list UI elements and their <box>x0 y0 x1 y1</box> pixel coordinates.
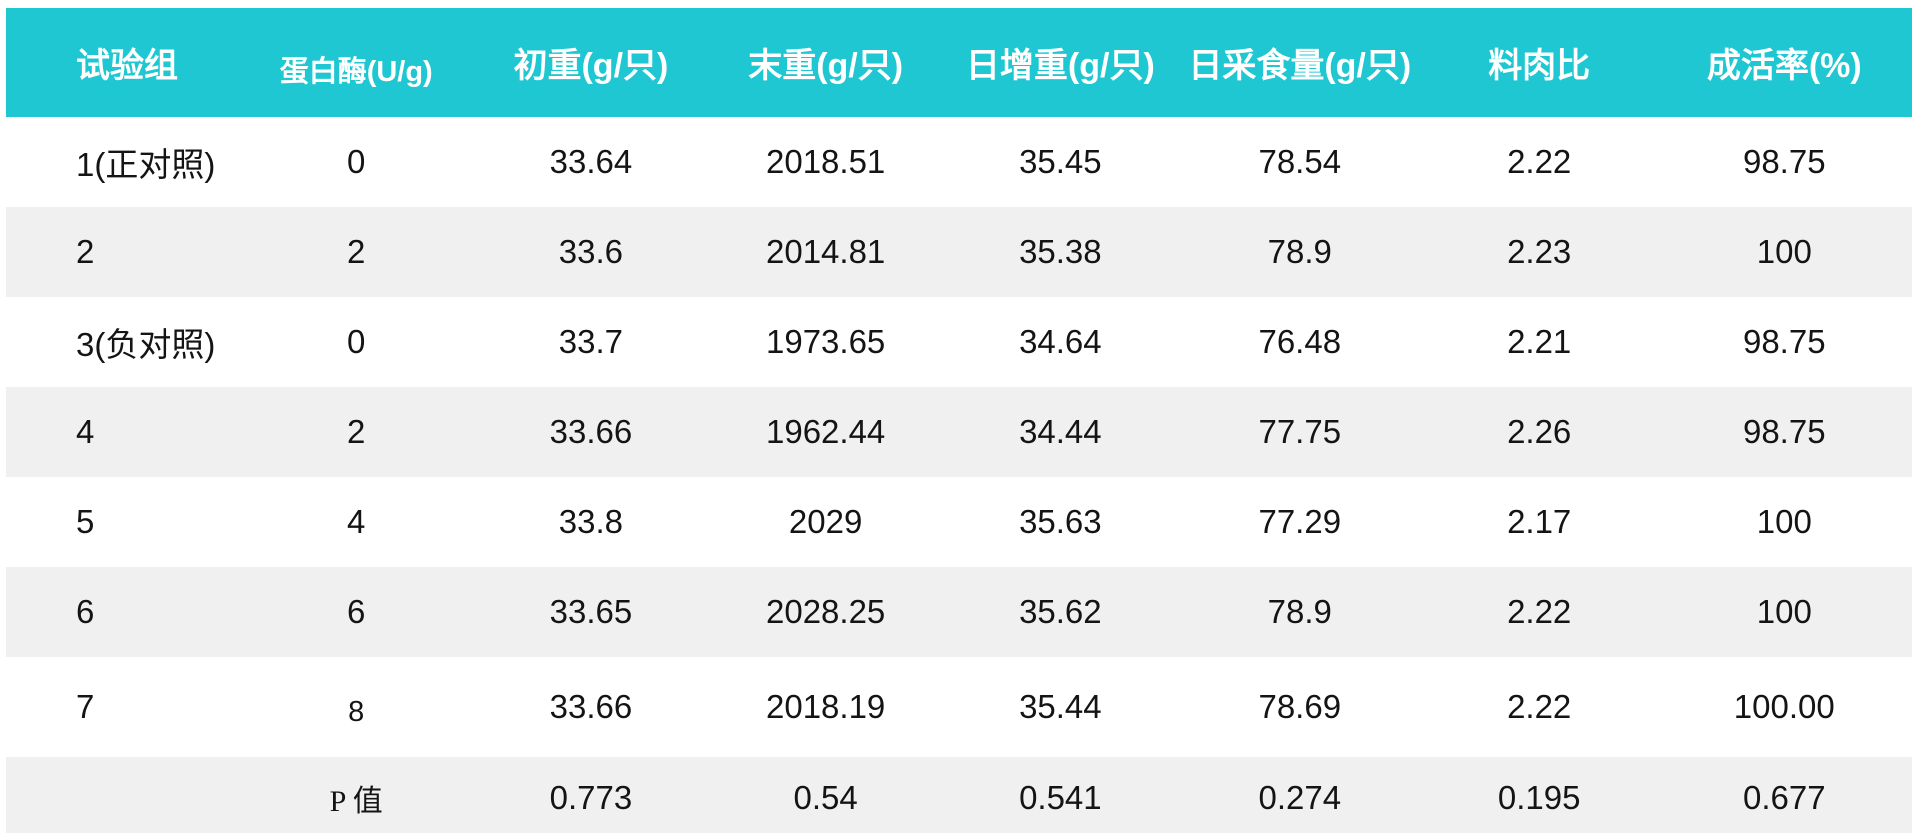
cell-final-weight: 2018.19 <box>708 657 943 757</box>
cell-initial-weight: 33.66 <box>473 657 709 757</box>
experiment-results-table: 试验组 蛋白酶(U/g) 初重(g/只) 末重(g/只) 日增重(g/只) 日采… <box>6 8 1912 833</box>
cell-protease: 8 <box>238 657 474 757</box>
header-row: 试验组 蛋白酶(U/g) 初重(g/只) 末重(g/只) 日增重(g/只) 日采… <box>6 8 1912 117</box>
cell-group: 5 <box>6 477 239 567</box>
cell-feed-ratio: 2.21 <box>1421 297 1657 387</box>
cell-survival-rate: 100.00 <box>1656 657 1912 757</box>
cell-protease: 2 <box>238 387 474 477</box>
cell-feed-ratio: 2.17 <box>1421 477 1657 567</box>
cell-survival-rate: 98.75 <box>1656 297 1912 387</box>
cell-feed-ratio: 2.23 <box>1421 207 1657 297</box>
cell-daily-feed-intake: 78.9 <box>1177 207 1422 297</box>
cell-initial-weight: 33.64 <box>473 117 709 207</box>
cell-feed-ratio: 2.26 <box>1421 387 1657 477</box>
cell-protease: 0 <box>238 117 474 207</box>
p-value-initial-weight: 0.773 <box>473 757 709 833</box>
cell-daily-gain: 35.44 <box>943 657 1178 757</box>
col-header-daily-gain: 日增重(g/只) <box>943 8 1178 117</box>
cell-survival-rate: 98.75 <box>1656 387 1912 477</box>
table-row-4: 4 2 33.66 1962.44 34.44 77.75 2.26 98.75 <box>6 387 1912 477</box>
col-header-final-weight: 末重(g/只) <box>708 8 943 117</box>
cell-survival-rate: 100 <box>1656 567 1912 657</box>
cell-daily-feed-intake: 78.9 <box>1177 567 1422 657</box>
cell-feed-ratio: 2.22 <box>1421 117 1657 207</box>
p-value-daily-feed-intake: 0.274 <box>1177 757 1422 833</box>
table-row-2: 2 2 33.6 2014.81 35.38 78.9 2.23 100 <box>6 207 1912 297</box>
cell-daily-gain: 35.38 <box>943 207 1178 297</box>
cell-daily-feed-intake: 76.48 <box>1177 297 1422 387</box>
cell-final-weight: 1973.65 <box>708 297 943 387</box>
p-value-final-weight: 0.54 <box>708 757 943 833</box>
cell-final-weight: 2014.81 <box>708 207 943 297</box>
cell-daily-gain: 34.64 <box>943 297 1178 387</box>
cell-group: 1(正对照) <box>6 117 239 207</box>
cell-protease: 4 <box>238 477 474 567</box>
col-header-group: 试验组 <box>6 8 239 117</box>
cell-daily-gain: 35.62 <box>943 567 1178 657</box>
col-header-daily-feed-intake: 日采食量(g/只) <box>1177 8 1422 117</box>
p-value-empty-cell <box>6 757 239 833</box>
table-body: 1(正对照) 0 33.64 2018.51 35.45 78.54 2.22 … <box>6 117 1912 833</box>
cell-daily-feed-intake: 77.75 <box>1177 387 1422 477</box>
cell-initial-weight: 33.66 <box>473 387 709 477</box>
cell-initial-weight: 33.8 <box>473 477 709 567</box>
cell-group: 3(负对照) <box>6 297 239 387</box>
p-value-daily-gain: 0.541 <box>943 757 1178 833</box>
table-row-3: 3(负对照) 0 33.7 1973.65 34.64 76.48 2.21 9… <box>6 297 1912 387</box>
table-row-1: 1(正对照) 0 33.64 2018.51 35.45 78.54 2.22 … <box>6 117 1912 207</box>
cell-initial-weight: 33.65 <box>473 567 709 657</box>
cell-daily-gain: 35.45 <box>943 117 1178 207</box>
cell-final-weight: 2018.51 <box>708 117 943 207</box>
p-value-row: P 值 0.773 0.54 0.541 0.274 0.195 0.677 <box>6 757 1912 833</box>
cell-final-weight: 2029 <box>708 477 943 567</box>
cell-initial-weight: 33.6 <box>473 207 709 297</box>
cell-daily-gain: 35.63 <box>943 477 1178 567</box>
p-value-survival-rate: 0.677 <box>1656 757 1912 833</box>
cell-feed-ratio: 2.22 <box>1421 567 1657 657</box>
cell-group: 6 <box>6 567 239 657</box>
cell-protease: 2 <box>238 207 474 297</box>
cell-group: 4 <box>6 387 239 477</box>
col-header-protease: 蛋白酶(U/g) <box>238 8 474 117</box>
col-header-feed-ratio: 料肉比 <box>1421 8 1657 117</box>
cell-group: 7 <box>6 657 239 757</box>
col-header-initial-weight: 初重(g/只) <box>473 8 709 117</box>
cell-final-weight: 2028.25 <box>708 567 943 657</box>
cell-protease: 6 <box>238 567 474 657</box>
cell-group: 2 <box>6 207 239 297</box>
table-row-7: 7 8 33.66 2018.19 35.44 78.69 2.22 100.0… <box>6 657 1912 757</box>
col-header-survival-rate: 成活率(%) <box>1656 8 1912 117</box>
cell-feed-ratio: 2.22 <box>1421 657 1657 757</box>
table-row-6: 6 6 33.65 2028.25 35.62 78.9 2.22 100 <box>6 567 1912 657</box>
experiment-results-table-wrap: 试验组 蛋白酶(U/g) 初重(g/只) 末重(g/只) 日增重(g/只) 日采… <box>6 8 1912 833</box>
cell-daily-feed-intake: 78.69 <box>1177 657 1422 757</box>
cell-protease: 0 <box>238 297 474 387</box>
cell-final-weight: 1962.44 <box>708 387 943 477</box>
p-value-label: P 值 <box>238 757 474 833</box>
table-row-5: 5 4 33.8 2029 35.63 77.29 2.17 100 <box>6 477 1912 567</box>
cell-initial-weight: 33.7 <box>473 297 709 387</box>
cell-daily-feed-intake: 77.29 <box>1177 477 1422 567</box>
p-value-feed-ratio: 0.195 <box>1421 757 1657 833</box>
cell-survival-rate: 100 <box>1656 207 1912 297</box>
cell-survival-rate: 98.75 <box>1656 117 1912 207</box>
cell-survival-rate: 100 <box>1656 477 1912 567</box>
table-header: 试验组 蛋白酶(U/g) 初重(g/只) 末重(g/只) 日增重(g/只) 日采… <box>6 8 1912 117</box>
cell-daily-gain: 34.44 <box>943 387 1178 477</box>
cell-daily-feed-intake: 78.54 <box>1177 117 1422 207</box>
